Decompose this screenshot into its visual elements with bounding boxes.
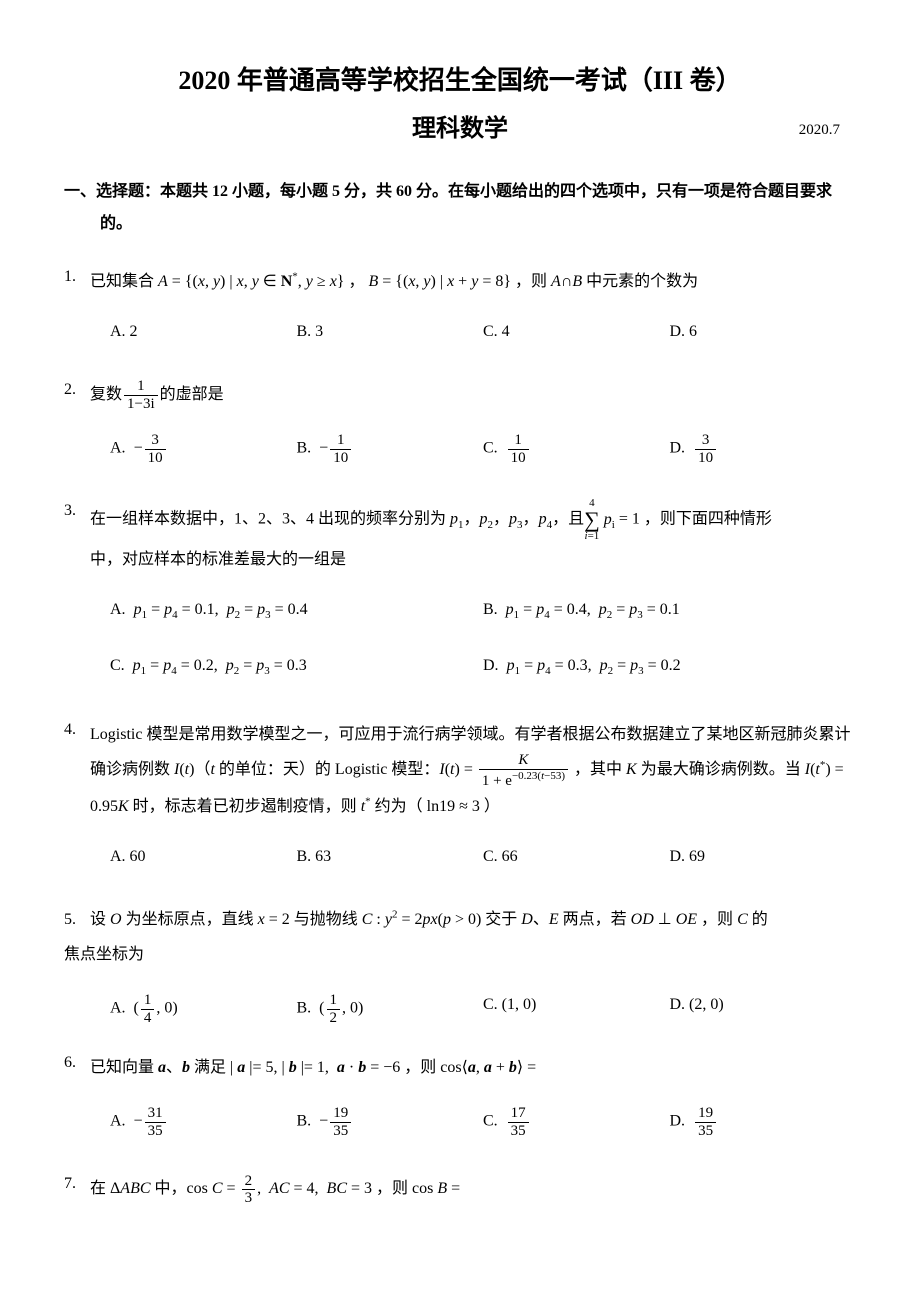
subtitle: 理科数学	[64, 110, 856, 148]
q2-opt-d: D. 310	[670, 432, 857, 466]
q1-options: A. 2 B. 3 C. 4 D. 6	[90, 319, 856, 345]
q3-opt-c: C. p1 = p4 = 0.2, p2 = p3 = 0.3	[110, 653, 483, 681]
question-7: 7. 在 ΔABC 中，cos C = 23, AC = 4, BC = 3 ，…	[64, 1171, 856, 1206]
q1-opt-c: C. 4	[483, 319, 670, 345]
q6-opt-c: C. 1735	[483, 1105, 670, 1139]
q2-opt-a: A. −310	[110, 432, 297, 466]
q4-text: Logistic 模型是常用数学模型之一，可应用于流行病学领域。有学者根据公布数…	[90, 717, 856, 824]
q2-opt-c: C. 110	[483, 432, 670, 466]
q2-opt-b: B. −110	[297, 432, 484, 466]
section-header: 一、选择题：本题共 12 小题，每小题 5 分，共 60 分。在每小题给出的四个…	[100, 176, 856, 240]
q7-text: 在 ΔABC 中，cos C = 23, AC = 4, BC = 3 ，则 c…	[90, 1171, 856, 1206]
q3-opt-b: B. p1 = p4 = 0.4, p2 = p3 = 0.1	[483, 597, 856, 625]
question-4: 4. Logistic 模型是常用数学模型之一，可应用于流行病学领域。有学者根据…	[64, 717, 856, 878]
question-3: 3. 在一组样本数据中，1、2、3、4 出现的频率分别为 p1，p2，p3，p4…	[64, 498, 856, 693]
q7-number: 7.	[64, 1171, 90, 1197]
q5-opt-c: C. (1, 0)	[483, 992, 670, 1026]
q1-number: 1.	[64, 264, 90, 290]
q6-opt-a: A. −3135	[110, 1105, 297, 1139]
question-5: 5.设 O 为坐标原点，直线 x = 2 与抛物线 C : y2 = 2px(p…	[64, 902, 856, 1026]
q5-opt-b: B. (12, 0)	[297, 992, 484, 1026]
q2-options: A. −310 B. −110 C. 110 D. 310	[90, 432, 856, 466]
q3-opt-d: D. p1 = p4 = 0.3, p2 = p3 = 0.2	[483, 653, 856, 681]
q4-options: A. 60 B. 63 C. 66 D. 69	[90, 844, 856, 870]
q3-text: 在一组样本数据中，1、2、3、4 出现的频率分别为 p1，p2，p3，p4，且4…	[90, 498, 856, 577]
q6-opt-d: D. 1935	[670, 1105, 857, 1139]
q5-opt-d: D. (2, 0)	[670, 992, 857, 1026]
q1-opt-a: A. 2	[110, 319, 297, 345]
q3-options: A. p1 = p4 = 0.1, p2 = p3 = 0.4 B. p1 = …	[90, 597, 856, 681]
q6-number: 6.	[64, 1050, 90, 1076]
q2-text: 复数11−3i的虚部是	[90, 377, 856, 412]
q6-options: A. −3135 B. −1935 C. 1735 D. 1935	[90, 1105, 856, 1139]
q3-opt-a: A. p1 = p4 = 0.1, p2 = p3 = 0.4	[110, 597, 483, 625]
q4-opt-d: D. 69	[670, 844, 857, 870]
q5-opt-a: A. (14, 0)	[110, 992, 297, 1026]
q4-opt-a: A. 60	[110, 844, 297, 870]
q6-text: 已知向量 a、b 满足 | a |= 5, | b |= 1, a · b = …	[90, 1050, 856, 1085]
q3-number: 3.	[64, 498, 90, 524]
q2-number: 2.	[64, 377, 90, 403]
question-2: 2. 复数11−3i的虚部是 A. −310 B. −110 C. 110 D.…	[64, 377, 856, 474]
question-6: 6. 已知向量 a、b 满足 | a |= 5, | b |= 1, a · b…	[64, 1050, 856, 1147]
q5-options: A. (14, 0) B. (12, 0) C. (1, 0) D. (2, 0…	[64, 992, 856, 1026]
q5-number: 5.	[64, 902, 90, 937]
q1-opt-b: B. 3	[297, 319, 484, 345]
q1-opt-d: D. 6	[670, 319, 857, 345]
q4-number: 4.	[64, 717, 90, 743]
q6-opt-b: B. −1935	[297, 1105, 484, 1139]
date-mark: 2020.7	[799, 118, 840, 142]
main-title: 2020 年普通高等学校招生全国统一考试（III 卷）	[64, 60, 856, 102]
q5-text: 5.设 O 为坐标原点，直线 x = 2 与抛物线 C : y2 = 2px(p…	[64, 902, 856, 972]
question-1: 1. 已知集合 A = {(x, y) | x, y ∈ N*, y ≥ x} …	[64, 264, 856, 353]
q4-opt-b: B. 63	[297, 844, 484, 870]
q4-opt-c: C. 66	[483, 844, 670, 870]
q1-text: 已知集合 A = {(x, y) | x, y ∈ N*, y ≥ x} ， B…	[90, 264, 856, 299]
